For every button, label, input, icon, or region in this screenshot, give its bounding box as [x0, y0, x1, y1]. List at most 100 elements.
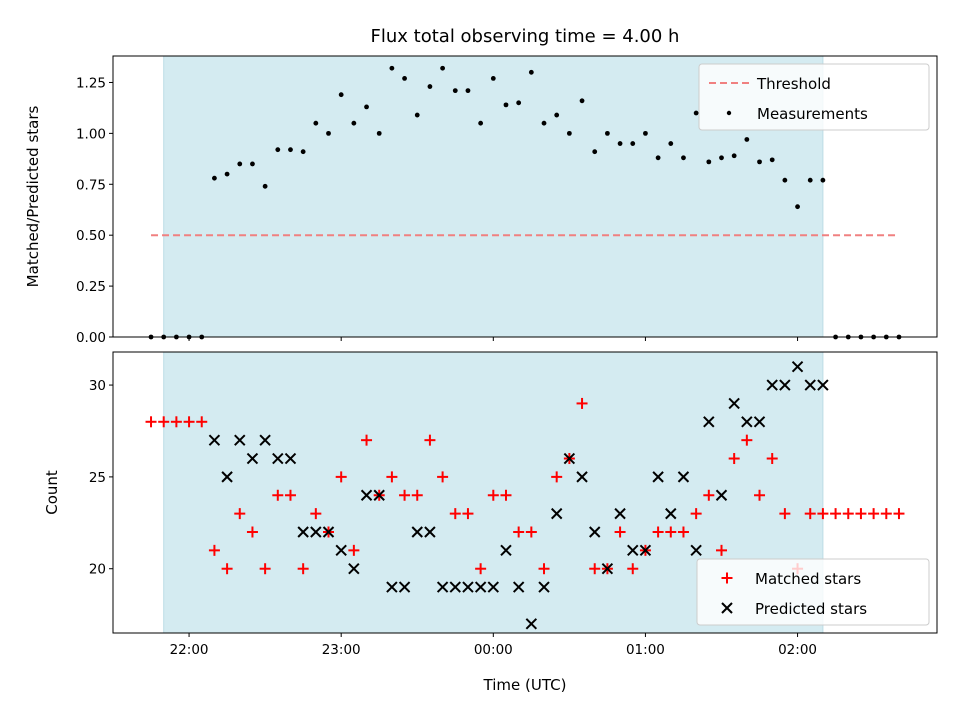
matched-star-point: [677, 526, 689, 538]
matched-star-point: [576, 397, 588, 409]
marker-stroke: [297, 526, 309, 538]
matched-star-point: [766, 453, 778, 465]
measurement-point: [566, 130, 572, 136]
matched-star-point: [728, 453, 740, 465]
predicted-star-point: [512, 581, 525, 593]
bottom-legend: Matched stars Predicted stars: [696, 558, 930, 626]
predicted-star-point: [804, 379, 816, 391]
predicted-star-point: [386, 581, 398, 593]
measurement-point: [630, 141, 636, 146]
matched-star-point: [754, 489, 766, 501]
matched-star-point: [551, 471, 563, 483]
matched-star-point: [830, 508, 842, 520]
predicted-star-point: [284, 452, 297, 465]
matched-star-point: [335, 471, 347, 483]
matched-star-point: [284, 489, 296, 501]
marker-stroke: [221, 471, 233, 483]
predicted-star-point: [677, 471, 690, 483]
marker-stroke: [538, 581, 550, 593]
matched-legend-label: Matched stars: [755, 570, 861, 588]
marker-stroke: [690, 544, 702, 557]
predicted-star-point: [373, 489, 385, 501]
x-tick-label: 01:00: [626, 642, 665, 658]
matched-star-point: [500, 489, 512, 501]
predicted-star-point: [779, 379, 791, 391]
measurement-point: [237, 161, 243, 167]
marker-stroke: [398, 581, 411, 593]
matched-star-point: [348, 544, 360, 556]
matched-star-point: [386, 471, 398, 483]
measurement-point: [706, 159, 712, 165]
x-tick-label: 02:00: [778, 642, 817, 658]
marker-stroke: [500, 544, 512, 557]
top-y-axis-label: Matched/Predicted stars: [24, 106, 42, 288]
matched-star-point: [779, 508, 791, 520]
predicted-star-point: [690, 544, 702, 557]
predicted-star-point: [335, 544, 347, 557]
chart-title: Flux total observing time = 4.00 h: [371, 26, 680, 47]
matched-star-point: [715, 544, 727, 556]
predicted-star-point: [766, 379, 778, 391]
matched-star-point: [652, 526, 664, 538]
predicted-star-point: [487, 581, 500, 593]
predicted-star-point: [259, 434, 271, 446]
measurement-point: [414, 112, 420, 118]
marker-stroke: [728, 397, 740, 410]
marker-stroke: [817, 379, 829, 391]
threshold-legend-label: Threshold: [756, 75, 831, 93]
counts-panel: 20 25 30 22:00 23:00 00:00 01:00 02:00 Time (U…: [43, 351, 938, 694]
predicted-star-point: [221, 471, 233, 483]
marker-stroke: [512, 581, 525, 593]
measurement-point: [503, 102, 509, 108]
matched-star-point: [437, 471, 449, 483]
measurement-point: [490, 75, 496, 81]
marker-stroke: [474, 581, 487, 593]
predicted-star-point: [703, 416, 715, 428]
marker-stroke: [614, 507, 626, 520]
matched-star-point: [449, 508, 461, 520]
matched-star-point: [183, 416, 195, 428]
measurement-point: [224, 171, 230, 177]
measurement-point: [681, 155, 686, 161]
matched-star-point: [893, 508, 905, 520]
measurement-point: [820, 177, 826, 183]
marker-stroke: [487, 581, 500, 593]
top-legend-box: [698, 63, 930, 131]
marker-stroke: [284, 452, 297, 465]
matched-star-point: [513, 526, 525, 538]
marker-stroke: [360, 489, 373, 501]
measurement-point: [655, 155, 661, 161]
predicted-star-point: [589, 526, 601, 538]
bottom-axes-frame: [112, 351, 938, 634]
marker-stroke: [804, 379, 816, 391]
top-legend: Threshold Measurements: [698, 63, 930, 131]
predicted-star-point: [449, 581, 461, 593]
predicted-star-point: [462, 581, 474, 593]
predicted-star-point: [246, 452, 259, 465]
measurement-point: [212, 175, 217, 181]
measurement-point: [554, 112, 560, 118]
marker-stroke: [259, 434, 271, 446]
measurement-point: [376, 130, 382, 136]
matched-star-point: [246, 526, 258, 538]
measurement-point: [288, 147, 293, 153]
matched-star-point: [855, 508, 867, 520]
y-tick-label: 30: [89, 378, 106, 394]
predicted-star-point: [436, 581, 449, 593]
matched-star-point: [145, 416, 157, 428]
predicted-star-point: [741, 416, 753, 428]
measurement-point: [326, 130, 331, 136]
measurement-point: [757, 159, 762, 165]
predicted-star-point: [728, 397, 740, 410]
count-points: [145, 360, 905, 630]
matched-star-point: [310, 508, 322, 520]
predicted-star-point: [614, 507, 626, 520]
matched-legend-swatch: [721, 572, 733, 584]
predicted-star-point: [715, 489, 728, 501]
marker-stroke: [335, 544, 347, 557]
bottom-y-ticks: 20 25 30: [89, 378, 113, 578]
marker-stroke: [703, 416, 715, 428]
measurement-point: [250, 161, 255, 167]
predicted-star-point: [652, 471, 664, 483]
